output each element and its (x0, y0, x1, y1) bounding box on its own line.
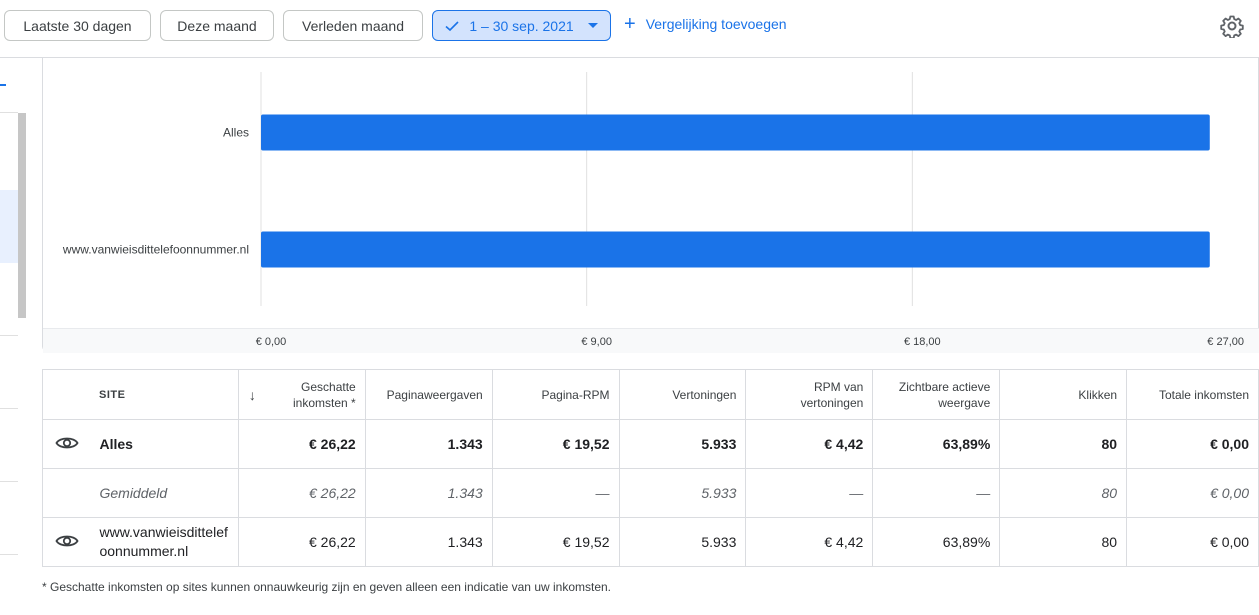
table-row[interactable]: www.vanwieisdittelefoonnummer.nl € 26,22… (42, 517, 1259, 567)
cell-impressions: 5.933 (618, 419, 747, 469)
chevron-down-icon (587, 23, 598, 28)
range-chip-label: Verleden maand (302, 17, 404, 34)
cell-clicks: 80 (999, 419, 1128, 469)
range-chip-this-month[interactable]: Deze maand (160, 10, 274, 41)
column-header-label: Vertoningen (672, 387, 737, 402)
sidebar-divider (0, 112, 18, 113)
visibility-toggle[interactable] (42, 419, 91, 469)
cell-total-earnings: € 0,00 (1126, 468, 1259, 518)
table-row-total[interactable]: Alles € 26,22 1.343 € 19,52 5.933 € 4,42… (42, 419, 1259, 469)
eye-icon[interactable] (55, 435, 79, 451)
sidebar-scrollbar[interactable] (18, 113, 26, 318)
sidebar-divider (0, 408, 18, 409)
cell-page-views: 1.343 (364, 517, 493, 567)
site-name: Gemiddeld (90, 468, 239, 518)
cell-active-view: 63,89% (872, 517, 1001, 567)
cell-estimated-earnings: € 26,22 (237, 517, 366, 567)
bar[interactable] (261, 114, 1210, 151)
column-header-label: Pagina-RPM (541, 387, 610, 402)
sidebar-divider (0, 481, 18, 482)
date-range-toolbar: Laatste 30 dagen Deze maand Verleden maa… (0, 0, 1259, 58)
column-header-estimated-earnings[interactable]: ↓ Geschatte inkomsten * (237, 369, 366, 420)
bar-chart: € 0,00 € 9,00 € 18,00 € 27,00 Alles www.vanwi… (62, 72, 1244, 348)
cell-estimated-earnings: € 26,22 (237, 419, 366, 469)
cell-active-view: — (872, 468, 1001, 518)
x-tick-label: € 0,00 (256, 336, 287, 348)
cell-page-rpm: € 19,52 (491, 517, 620, 567)
cell-page-views: 1.343 (364, 419, 493, 469)
visibility-toggle[interactable] (42, 517, 91, 567)
sidebar-divider (0, 335, 18, 336)
column-header-total-earnings[interactable]: Totale inkomsten (1126, 369, 1259, 420)
range-chip-label: Deze maand (177, 17, 257, 34)
column-header-active-view[interactable]: Zichtbare actieve weergave (872, 369, 1001, 420)
sort-descending-icon: ↓ (248, 387, 256, 403)
cell-impression-rpm: € 4,42 (745, 517, 874, 567)
column-header-label: Zichtbare actieve weergave (898, 379, 991, 410)
sites-table: SITE ↓ Geschatte inkomsten * Paginaweerg… (42, 369, 1259, 567)
site-name: www.vanwieisdittelefoonnummer.nl (90, 517, 239, 567)
cell-impressions: 5.933 (618, 517, 747, 567)
column-header-label: RPM van vertoningen (800, 379, 864, 410)
site-name: Alles (90, 419, 239, 469)
column-header-label: Klikken (1078, 387, 1118, 402)
column-header-site[interactable]: SITE (42, 369, 239, 420)
column-header-label: Totale inkomsten (1158, 387, 1249, 402)
sidebar-active-indicator (0, 84, 6, 86)
cell-page-rpm: — (491, 468, 620, 518)
range-chip-label: Laatste 30 dagen (23, 17, 132, 34)
table-row-average: Gemiddeld € 26,22 1.343 — 5.933 — — 80 €… (42, 468, 1259, 518)
cell-estimated-earnings: € 26,22 (237, 468, 366, 518)
eye-icon[interactable] (55, 533, 79, 549)
column-header-label: SITE (99, 388, 126, 401)
column-header-impression-rpm[interactable]: RPM van vertoningen (745, 369, 874, 420)
bar[interactable] (261, 231, 1210, 268)
y-category-label: Alles (223, 126, 249, 140)
cell-impression-rpm: — (745, 468, 874, 518)
cell-clicks: 80 (999, 468, 1128, 518)
sidebar-divider (0, 554, 18, 555)
chart-axis-strip (43, 328, 1259, 353)
empty-cell (42, 468, 91, 518)
column-header-page-rpm[interactable]: Pagina-RPM (491, 369, 620, 420)
range-chip-last-30-days[interactable]: Laatste 30 dagen (4, 10, 151, 41)
cell-impression-rpm: € 4,42 (745, 419, 874, 469)
table-header-row: SITE ↓ Geschatte inkomsten * Paginaweerg… (42, 369, 1259, 420)
cell-clicks: 80 (999, 517, 1128, 567)
cell-total-earnings: € 0,00 (1126, 517, 1259, 567)
selected-date-range-label: 1 – 30 sep. 2021 (469, 17, 574, 34)
check-icon (445, 20, 459, 31)
cell-total-earnings: € 0,00 (1126, 419, 1259, 469)
y-category-label: www.vanwieisdittelefoonnummer.nl (62, 243, 249, 257)
cell-page-rpm: € 19,52 (491, 419, 620, 469)
column-header-clicks[interactable]: Klikken (999, 369, 1128, 420)
add-comparison-label: Vergelijking toevoegen (645, 16, 787, 32)
cell-active-view: 63,89% (872, 419, 1001, 469)
x-tick-label: € 9,00 (581, 336, 612, 348)
add-comparison-button[interactable]: + Vergelijking toevoegen (624, 13, 787, 35)
column-header-label: Geschatte inkomsten * (293, 379, 356, 410)
range-chip-last-month[interactable]: Verleden maand (283, 10, 423, 41)
gear-icon[interactable] (1220, 14, 1244, 38)
sidebar-item-selected[interactable] (0, 190, 18, 263)
earnings-footnote: * Geschatte inkomsten op sites kunnen on… (42, 580, 612, 594)
selected-date-range-dropdown[interactable]: 1 – 30 sep. 2021 (432, 10, 611, 41)
plus-icon: + (624, 13, 636, 35)
cell-impressions: 5.933 (618, 468, 747, 518)
column-header-impressions[interactable]: Vertoningen (618, 369, 747, 420)
cell-page-views: 1.343 (364, 468, 493, 518)
column-header-page-views[interactable]: Paginaweergaven (364, 369, 493, 420)
x-tick-label: € 27,00 (1207, 336, 1244, 348)
left-navigation-sidebar (0, 58, 27, 615)
column-header-label: Paginaweergaven (386, 387, 483, 402)
x-tick-label: € 18,00 (904, 336, 941, 348)
